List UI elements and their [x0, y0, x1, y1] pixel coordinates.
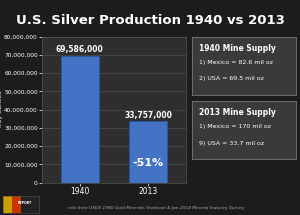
Text: REPORT: REPORT — [18, 201, 32, 205]
Text: info from USGS 1940 Gold Minerals Yearbook & Jan 2014 Mineral Industry Survey: info from USGS 1940 Gold Minerals Yearbo… — [68, 206, 244, 210]
Y-axis label: Troy ounces: Troy ounces — [0, 91, 3, 128]
Text: 9) USA = 33.7 mil oz: 9) USA = 33.7 mil oz — [199, 141, 264, 146]
Text: 33,757,000: 33,757,000 — [124, 111, 172, 120]
Bar — [12, 196, 21, 213]
Bar — [129, 121, 167, 183]
Text: 2013 Mine Supply: 2013 Mine Supply — [199, 108, 276, 117]
Text: 2) USA = 69.5 mil oz: 2) USA = 69.5 mil oz — [199, 76, 264, 81]
Bar — [61, 56, 99, 183]
Text: 69,586,000: 69,586,000 — [56, 46, 104, 54]
Text: 1) Mexico = 170 mil oz: 1) Mexico = 170 mil oz — [199, 124, 271, 129]
Text: 1) Mexico = 82.6 mil oz: 1) Mexico = 82.6 mil oz — [199, 60, 273, 65]
Bar — [3, 196, 12, 213]
Text: -51%: -51% — [133, 158, 164, 168]
Text: U.S. Silver Production 1940 vs 2013: U.S. Silver Production 1940 vs 2013 — [16, 14, 284, 27]
Text: 1940 Mine Supply: 1940 Mine Supply — [199, 43, 276, 52]
